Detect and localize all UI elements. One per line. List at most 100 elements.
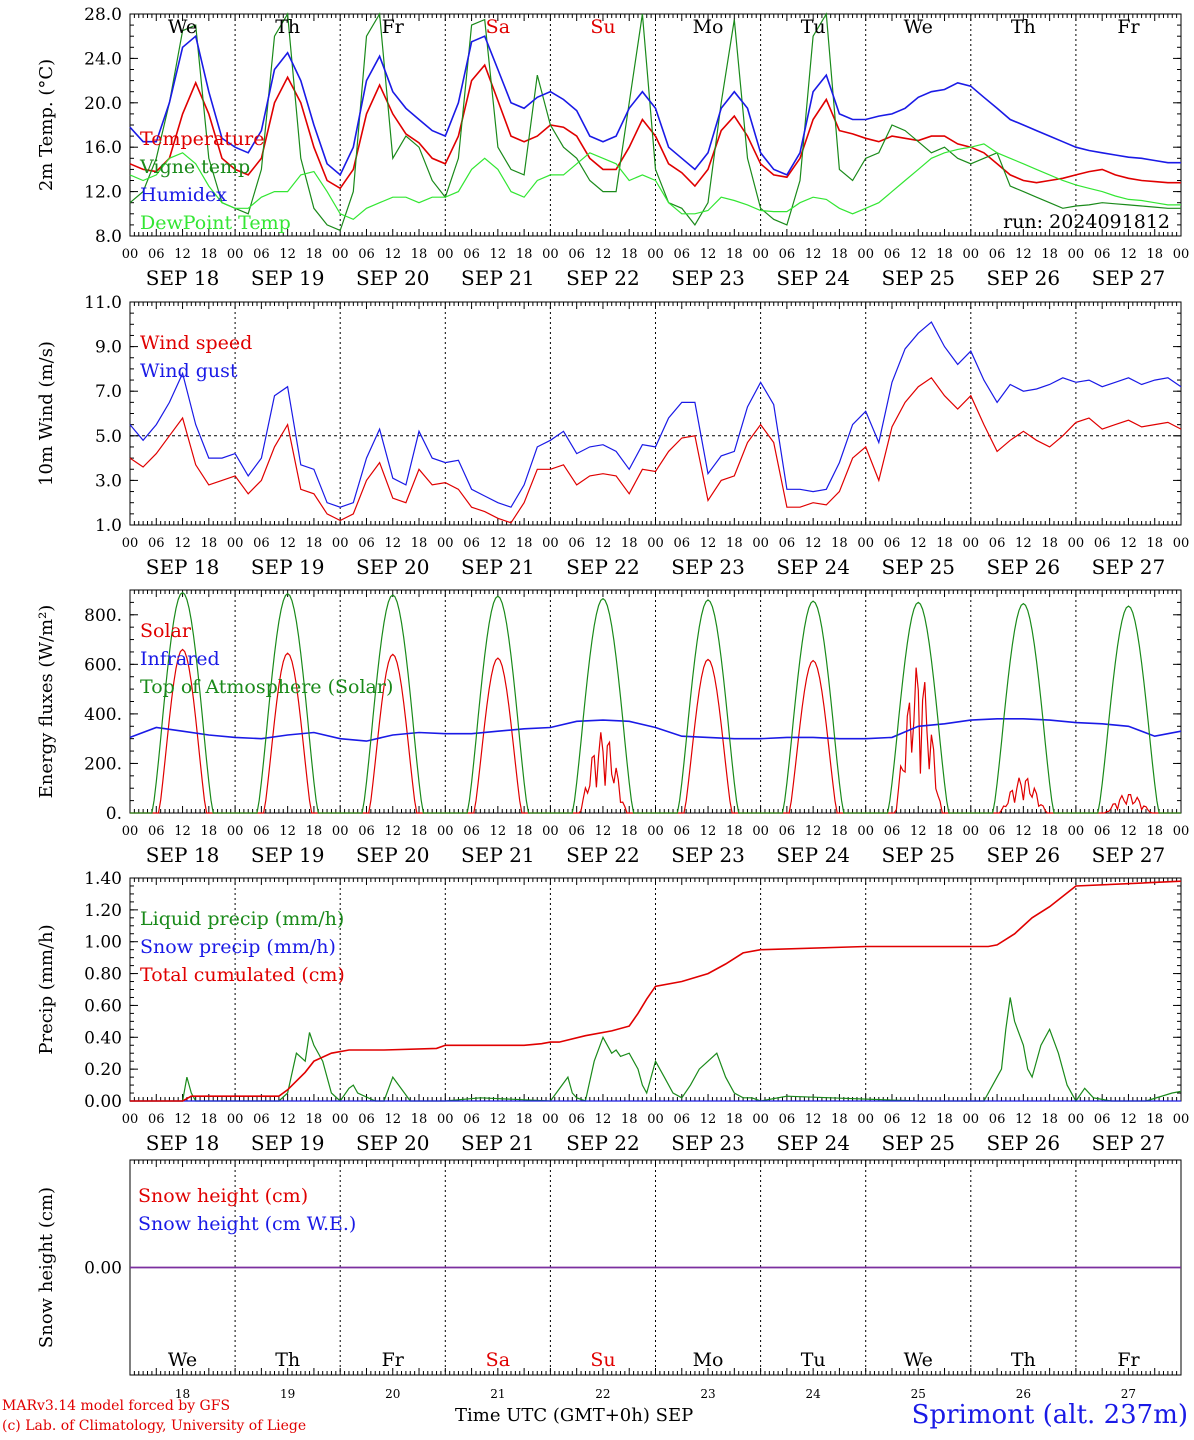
day-of-week-label: Su — [590, 1349, 615, 1371]
day-of-week-label: Th — [275, 1349, 300, 1371]
hour-tick-label: 12 — [1120, 824, 1137, 839]
hour-tick-label: 18 — [1041, 824, 1058, 839]
hour-tick-label: 18 — [726, 247, 743, 262]
hour-tick-label: 00 — [647, 824, 664, 839]
y-tick-label: 0.60 — [84, 996, 122, 1016]
y-tick-label: 1.40 — [84, 869, 122, 889]
hour-tick-label: 12 — [384, 1112, 401, 1127]
hour-tick-label: 12 — [174, 536, 191, 551]
hour-tick-label: 06 — [568, 247, 585, 262]
day-of-week-label: Sa — [486, 1349, 510, 1371]
month-label: SEP — [655, 1405, 694, 1426]
date-label: SEP 26 — [987, 555, 1061, 579]
legend-entry: Snow height (cm W.E.) — [138, 1213, 356, 1235]
date-label: SEP 18 — [146, 266, 220, 290]
hour-tick-label: 00 — [437, 247, 454, 262]
hour-tick-label: 12 — [1120, 536, 1137, 551]
hour-tick-label: 06 — [148, 824, 165, 839]
hour-tick-label: 00 — [437, 1112, 454, 1127]
legend-entry: Snow height (cm) — [138, 1185, 308, 1207]
hour-tick-label: 12 — [1015, 824, 1032, 839]
date-label: SEP 18 — [146, 555, 220, 579]
legend-entry: Total cumulated (cm) — [140, 964, 345, 986]
y-tick-label: 0.40 — [84, 1028, 122, 1048]
y-tick-label: 1.20 — [84, 901, 122, 921]
hour-tick-label: 18 — [621, 247, 638, 262]
day-of-week-label: Tu — [801, 1349, 826, 1371]
hour-tick-label: 12 — [595, 247, 612, 262]
day-of-week-label: We — [904, 1349, 933, 1371]
hour-tick-label: 00 — [437, 824, 454, 839]
hour-tick-label: 12 — [1015, 247, 1032, 262]
hour-tick-label: 00 — [122, 247, 139, 262]
hour-tick-label: 00 — [227, 247, 244, 262]
hour-tick-label: 00 — [647, 1112, 664, 1127]
hour-tick-label: 06 — [779, 247, 796, 262]
hour-tick-label: 00 — [963, 1112, 980, 1127]
y-tick-label: 0.00 — [84, 1092, 122, 1112]
hour-tick-label: 06 — [674, 824, 691, 839]
y-tick-label: 0.80 — [84, 965, 122, 985]
hour-tick-label: 18 — [1146, 824, 1163, 839]
hour-tick-label: 12 — [910, 536, 927, 551]
hour-tick-label: 12 — [805, 824, 822, 839]
hour-tick-label: 18 — [516, 536, 533, 551]
hour-tick-label: 06 — [253, 536, 270, 551]
date-label: SEP 21 — [461, 266, 535, 290]
hour-tick-label: 18 — [201, 247, 218, 262]
hour-tick-label: 06 — [358, 536, 375, 551]
hour-tick-label: 12 — [595, 1112, 612, 1127]
hour-tick-label: 12 — [910, 824, 927, 839]
hour-tick-label: 18 — [621, 824, 638, 839]
hour-tick-label: 00 — [332, 247, 349, 262]
x-axis-title-text: Time UTC (GMT+0h) — [455, 1405, 650, 1426]
legend-entry: Liquid precip (mm/h) — [140, 908, 344, 930]
hour-tick-label: 06 — [884, 1112, 901, 1127]
hour-tick-label: 06 — [463, 536, 480, 551]
y-axis-label: Snow height (cm) — [36, 1187, 57, 1348]
day-number-label: 19 — [280, 1387, 295, 1401]
hour-tick-label: 06 — [148, 536, 165, 551]
hour-tick-label: 12 — [384, 824, 401, 839]
day-of-week-label: Th — [1011, 1349, 1036, 1371]
panel-temp: 8.0 12.0 16.0 20.0 24.0 28.0 2m Temp. (°C) Temp… — [36, 5, 1189, 290]
hour-tick-label: 06 — [568, 1112, 585, 1127]
hour-tick-label: 18 — [306, 536, 323, 551]
date-label: SEP 27 — [1092, 555, 1166, 579]
legend-entry: DewPoint Temp — [140, 212, 291, 234]
day-of-week-label: Th — [1011, 16, 1036, 38]
hour-tick-label: 06 — [568, 824, 585, 839]
day-number-label: 26 — [1016, 1387, 1031, 1401]
series-line — [129, 376, 1182, 524]
legend-entry: Temperature — [140, 128, 264, 150]
hour-tick-label: 06 — [253, 1112, 270, 1127]
date-label: SEP 27 — [1092, 266, 1166, 290]
hour-tick-label: 00 — [752, 1112, 769, 1127]
hour-tick-label: 18 — [201, 824, 218, 839]
hour-tick-label: 00 — [857, 1112, 874, 1127]
day-number-label: 24 — [806, 1387, 822, 1401]
hour-tick-label: 00 — [1173, 1112, 1190, 1127]
hour-tick-label: 18 — [306, 247, 323, 262]
hour-tick-label: 18 — [201, 1112, 218, 1127]
date-label: SEP 24 — [776, 1131, 850, 1155]
hour-tick-label: 18 — [1146, 536, 1163, 551]
hour-tick-label: 12 — [490, 1112, 507, 1127]
legend-entry: Wind speed — [140, 332, 252, 354]
hour-tick-label: 18 — [831, 536, 848, 551]
hour-tick-label: 12 — [174, 247, 191, 262]
hour-tick-label: 06 — [674, 247, 691, 262]
hour-tick-label: 18 — [306, 1112, 323, 1127]
hour-tick-label: 18 — [726, 824, 743, 839]
hour-tick-label: 00 — [122, 824, 139, 839]
hour-tick-label: 00 — [542, 247, 559, 262]
hour-tick-label: 00 — [1068, 536, 1085, 551]
hour-tick-label: 18 — [201, 536, 218, 551]
hour-tick-label: 06 — [1094, 536, 1111, 551]
run-label: run: 2024091812 — [1003, 211, 1170, 233]
day-of-week-label: Su — [590, 16, 615, 38]
y-axis-label: Energy fluxes (W/m²) — [36, 605, 57, 799]
hour-tick-label: 06 — [674, 536, 691, 551]
day-of-week-label: We — [168, 16, 197, 38]
